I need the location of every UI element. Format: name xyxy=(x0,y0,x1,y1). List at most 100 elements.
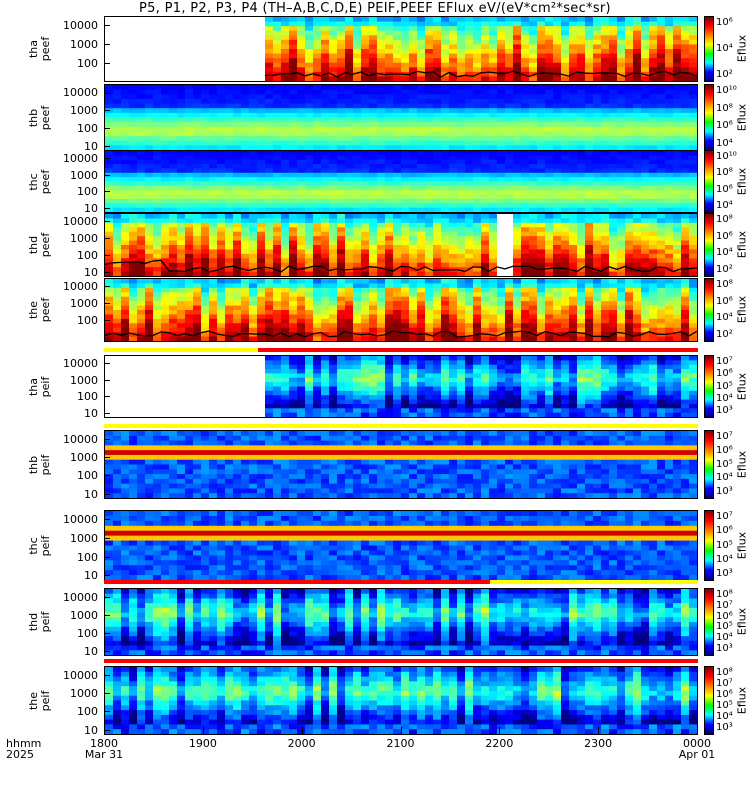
heatmap-cell xyxy=(409,76,418,81)
heatmap-cell xyxy=(465,301,474,307)
heatmap-cell xyxy=(273,108,282,114)
spectrogram-panel-the-peef xyxy=(104,278,698,342)
heatmap-cell xyxy=(129,301,138,307)
heatmap-cell xyxy=(297,207,306,212)
heatmap-cell xyxy=(617,49,626,55)
heatmap-cell xyxy=(305,164,314,170)
heatmap-cell xyxy=(537,258,546,264)
heatmap-cell xyxy=(257,112,266,119)
heatmap-cell xyxy=(409,71,418,78)
heatmap-cell xyxy=(553,117,562,123)
heatmap-cell xyxy=(313,126,322,133)
heatmap-cell xyxy=(689,181,697,187)
heatmap-cell xyxy=(473,253,482,259)
heatmap-cell xyxy=(273,305,282,311)
heatmap-cell xyxy=(193,26,202,32)
heatmap-cell xyxy=(345,44,354,50)
heatmap-cell xyxy=(569,159,578,165)
heatmap-cell xyxy=(481,21,490,27)
heatmap-cell xyxy=(353,287,362,293)
heatmap-cell xyxy=(681,53,690,59)
heatmap-cell xyxy=(297,39,306,46)
heatmap-cell xyxy=(529,314,538,320)
heatmap-cell xyxy=(553,53,562,59)
heatmap-cell xyxy=(361,30,370,36)
heatmap-cell xyxy=(337,177,346,183)
heatmap-cell xyxy=(609,76,618,81)
heatmap-cell xyxy=(137,245,146,251)
heatmap-cell xyxy=(225,140,234,146)
heatmap-cell xyxy=(169,131,178,137)
heatmap-cell xyxy=(393,323,402,329)
heatmap-cell xyxy=(377,327,386,333)
heatmap-cell xyxy=(473,85,482,91)
heatmap-cell xyxy=(401,159,410,165)
heatmap-cell xyxy=(569,258,578,264)
heatmap-cell xyxy=(305,44,314,50)
heatmap-cell xyxy=(233,296,242,302)
heatmap-cell xyxy=(633,85,642,91)
heatmap-cell xyxy=(177,305,186,311)
heatmap-cell xyxy=(561,203,570,209)
heatmap-cell xyxy=(217,181,226,187)
heatmap-cell xyxy=(209,62,218,68)
heatmap-cell xyxy=(265,336,274,341)
y-tick-mark xyxy=(104,44,110,45)
heatmap-cell xyxy=(225,305,234,311)
heatmap-cell xyxy=(393,240,402,246)
heatmap-cell xyxy=(473,305,482,311)
heatmap-cell xyxy=(233,62,242,68)
heatmap-cell xyxy=(297,262,306,268)
heatmap-cell xyxy=(601,21,610,27)
heatmap-cell xyxy=(689,126,697,133)
heatmap-cell xyxy=(481,89,490,95)
heatmap-cell xyxy=(337,35,346,41)
heatmap-cell xyxy=(241,89,250,95)
heatmap-cell xyxy=(121,151,130,156)
heatmap-cell xyxy=(393,49,402,55)
heatmap-cell xyxy=(473,62,482,68)
heatmap-cell xyxy=(321,177,330,183)
heatmap-cell xyxy=(585,164,594,170)
heatmap-cell xyxy=(401,198,410,204)
heatmap-cell xyxy=(201,140,210,146)
heatmap-cell xyxy=(513,314,522,320)
heatmap-cell xyxy=(569,85,578,91)
heatmap-cell xyxy=(337,198,346,204)
heatmap-cell xyxy=(609,222,618,228)
heatmap-cell xyxy=(665,214,674,220)
heatmap-cell xyxy=(521,49,530,55)
heatmap-cell xyxy=(529,323,538,329)
heatmap-cell xyxy=(273,271,282,276)
heatmap-cell xyxy=(441,131,450,137)
heatmap-cell xyxy=(641,214,650,220)
heatmap-cell xyxy=(473,168,482,174)
heatmap-cell xyxy=(393,67,402,73)
heatmap-cell xyxy=(585,53,594,59)
heatmap-cell xyxy=(201,159,210,165)
heatmap-cell xyxy=(225,112,234,119)
heatmap-cell xyxy=(545,253,554,259)
heatmap-cell xyxy=(257,198,266,204)
heatmap-cell xyxy=(465,126,474,133)
heatmap-cell xyxy=(225,181,234,187)
heatmap-cell xyxy=(281,112,290,119)
heatmap-cell xyxy=(321,245,330,251)
heatmap-cell xyxy=(497,218,506,224)
heatmap-cell xyxy=(433,287,442,293)
heatmap-cell xyxy=(121,117,130,123)
heatmap-cell xyxy=(641,172,650,178)
heatmap-cell xyxy=(393,222,402,228)
heatmap-cell xyxy=(105,198,114,204)
heatmap-cell xyxy=(345,26,354,32)
heatmap-cell xyxy=(201,177,210,183)
heatmap-cell xyxy=(169,155,178,161)
heatmap-cell xyxy=(353,245,362,251)
heatmap-cell xyxy=(529,44,538,50)
heatmap-cell xyxy=(641,155,650,161)
heatmap-cell xyxy=(649,185,658,191)
heatmap-cell xyxy=(401,35,410,41)
heatmap-cell xyxy=(465,71,474,78)
heatmap-cell xyxy=(417,58,426,64)
heatmap-cell xyxy=(313,122,322,128)
